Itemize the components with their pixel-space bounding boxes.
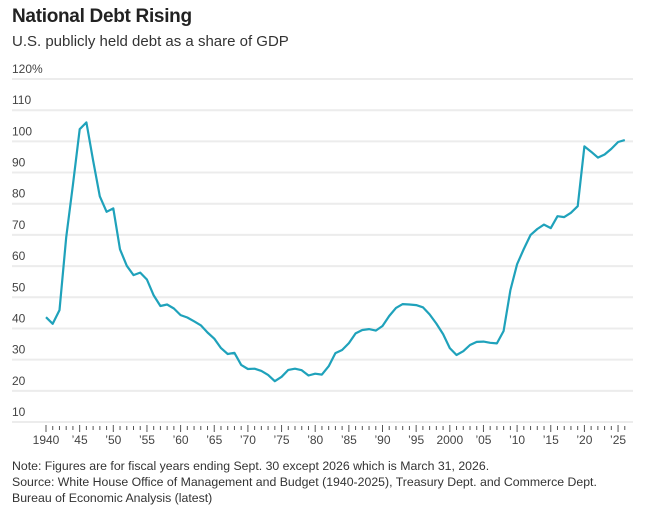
x-tick-label: ’50 [105, 433, 121, 447]
y-tick-label: 120% [12, 62, 43, 76]
note-text: Note: Figures are for fiscal years endin… [12, 459, 490, 473]
x-tick-label: 2000 [436, 433, 463, 447]
y-tick-label: 10 [12, 405, 26, 419]
x-tick-label: ’25 [610, 433, 626, 447]
chart-subtitle: U.S. publicly held debt as a share of GD… [12, 33, 289, 50]
y-tick-label: 110 [12, 93, 31, 107]
y-tick-label: 20 [12, 374, 26, 388]
x-tick-label: ’10 [509, 433, 525, 447]
x-tick-label: ’15 [543, 433, 559, 447]
y-tick-label: 50 [12, 280, 26, 294]
y-tick-label: 60 [12, 249, 26, 263]
y-tick-label: 30 [12, 343, 26, 357]
x-tick-label: 1940 [33, 433, 60, 447]
chart-title: National Debt Rising [12, 6, 192, 27]
x-tick-label: ’45 [72, 433, 88, 447]
x-tick-label: ’20 [576, 433, 592, 447]
x-tick-label: ’70 [240, 433, 256, 447]
x-tick-label: ’90 [374, 433, 390, 447]
x-tick-label: ’65 [206, 433, 222, 447]
y-tick-label: 80 [12, 187, 26, 201]
source-text: Source: White House Office of Management… [12, 475, 597, 505]
line-chart: 10 20 30 40 50 60 70 80 90 100 110 120% 1940 ’45 ’50 ’5… [12, 62, 633, 447]
x-tick-label: ’95 [408, 433, 424, 447]
x-tick-label: ’05 [475, 433, 491, 447]
series-line [45, 121, 626, 383]
x-tick-label: ’55 [139, 433, 155, 447]
x-tick-label: ’80 [307, 433, 323, 447]
x-tick-label: ’75 [274, 433, 290, 447]
y-tick-label: 40 [12, 311, 26, 325]
y-tick-label: 70 [12, 218, 26, 232]
y-tick-label: 90 [12, 156, 26, 170]
y-tick-label: 100 [12, 124, 32, 138]
x-tick-label: ’85 [341, 433, 357, 447]
x-tick-label: ’60 [173, 433, 189, 447]
chart-notes: Note: Figures are for fiscal years endin… [12, 458, 632, 506]
